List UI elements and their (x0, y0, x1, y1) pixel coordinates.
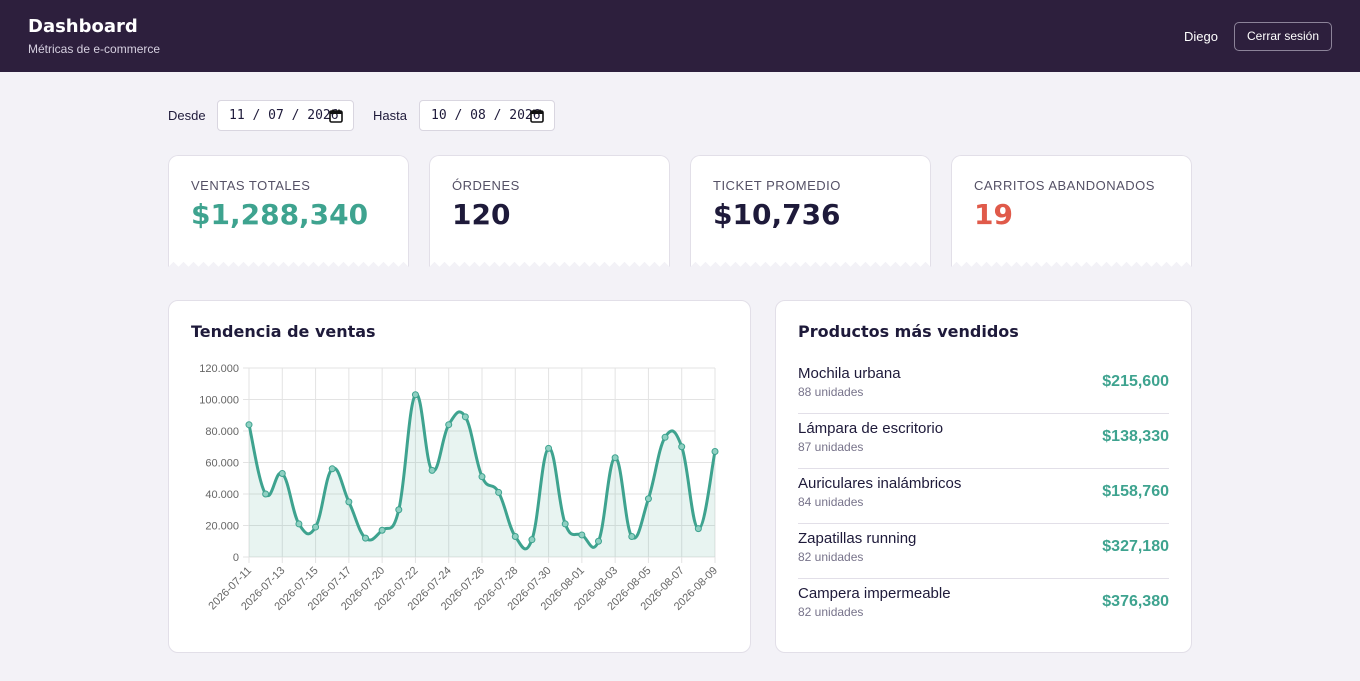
point (694, 525, 702, 533)
product-row: Lámpara de escritorio 87 unidades $138,330 (798, 414, 1169, 469)
kpi-label: TICKET PROMEDIO (713, 178, 841, 193)
products-title: Productos más vendidos (798, 322, 1019, 341)
kpi-value: $10,736 (713, 198, 841, 231)
y-tick-label: 80.000 (205, 426, 239, 438)
point (378, 526, 386, 534)
point (628, 533, 636, 541)
point (495, 488, 503, 496)
product-row: Zapatillas running 82 unidades $327,180 (798, 524, 1169, 579)
y-tick-label: 100.000 (199, 395, 239, 407)
point (262, 490, 270, 498)
kpi-value: $1,288,340 (191, 198, 369, 231)
app-subtitle: Métricas de e-commerce (28, 42, 161, 56)
kpi-card: TICKET PROMEDIO $10,736 (690, 155, 931, 267)
from-date-input[interactable]: 11 / 07 / 2026 (217, 100, 354, 131)
point (362, 534, 369, 542)
to-label: Hasta (373, 108, 407, 123)
point (445, 421, 453, 429)
chart-card: Tendencia de ventas 0 20.000 40.000 60.000 8… (168, 300, 751, 653)
point (245, 421, 253, 429)
from-date: 11 / 07 / 2026 (229, 108, 339, 123)
calendar-icon (530, 109, 544, 123)
point (595, 537, 602, 545)
y-tick-label: 120.000 (199, 363, 239, 375)
product-name: Zapatillas running (798, 530, 917, 547)
point (411, 391, 419, 399)
point (312, 523, 320, 531)
point (511, 533, 519, 541)
chart-title: Tendencia de ventas (191, 322, 376, 341)
y-tick-label: 60.000 (205, 458, 239, 470)
to-date-input[interactable]: 10 / 08 / 2026 (419, 100, 555, 131)
product-revenue: $215,600 (1102, 373, 1169, 390)
product-revenue: $376,380 (1102, 593, 1169, 610)
from-label: Desde (168, 108, 206, 123)
product-row: Auriculares inalámbricos 84 unidades $158,… (798, 469, 1169, 524)
y-tick-label: 40.000 (205, 489, 239, 501)
product-row: Campera impermeable 82 unidades $376,380 (798, 579, 1169, 634)
kpi-card: CARRITOS ABANDONADOS 19 (951, 155, 1192, 267)
calendar-icon (329, 109, 343, 123)
to-date: 10 / 08 / 2026 (431, 108, 541, 123)
point (661, 433, 669, 441)
user-name: Diego (1184, 29, 1218, 44)
point (644, 495, 652, 503)
point (428, 466, 436, 474)
point (545, 444, 553, 452)
product-revenue: $158,760 (1102, 483, 1169, 500)
y-tick-label: 20.000 (205, 521, 239, 533)
point (478, 473, 486, 481)
product-units: 82 unidades (798, 550, 864, 564)
product-name: Auriculares inalámbricos (798, 475, 962, 492)
top-bar: Dashboard Métricas de e-commerce Diego C… (0, 0, 1360, 72)
point (278, 470, 286, 478)
logout-button[interactable]: Cerrar sesión (1234, 22, 1332, 51)
product-units: 84 unidades (798, 495, 864, 509)
product-units: 82 unidades (798, 605, 864, 619)
point (328, 465, 336, 473)
product-name: Mochila urbana (798, 365, 901, 382)
kpi-label: CARRITOS ABANDONADOS (974, 178, 1155, 193)
point (345, 498, 353, 506)
y-tick-label: 0 (233, 552, 239, 564)
kpi-label: ÓRDENES (452, 178, 520, 193)
point (678, 443, 686, 451)
area (249, 394, 715, 557)
point (528, 536, 536, 544)
point (611, 454, 619, 462)
point (711, 447, 719, 455)
kpi-value: 120 (452, 198, 511, 231)
product-revenue: $327,180 (1102, 538, 1169, 555)
point (295, 520, 303, 528)
product-units: 88 unidades (798, 385, 864, 399)
line-chart: 020.00040.00060.00080.000100.000120.0002… (199, 363, 720, 613)
kpi-value: 19 (974, 198, 1013, 231)
products-card: Productos más vendidos Mochila urbana 88 … (775, 300, 1192, 653)
kpi-label: VENTAS TOTALES (191, 178, 311, 193)
point (461, 413, 469, 421)
product-name: Lámpara de escritorio (798, 420, 944, 437)
product-name: Campera impermeable (798, 585, 951, 602)
kpi-card: VENTAS TOTALES $1,288,340 (168, 155, 409, 267)
kpi-card: ÓRDENES 120 (429, 155, 670, 267)
product-row: Mochila urbana 88 unidades $215,600 (798, 359, 1169, 414)
app-title: Dashboard (28, 16, 138, 37)
point (395, 506, 403, 514)
point (561, 520, 569, 528)
product-units: 87 unidades (798, 440, 864, 454)
product-revenue: $138,330 (1102, 428, 1169, 445)
point (578, 531, 586, 539)
